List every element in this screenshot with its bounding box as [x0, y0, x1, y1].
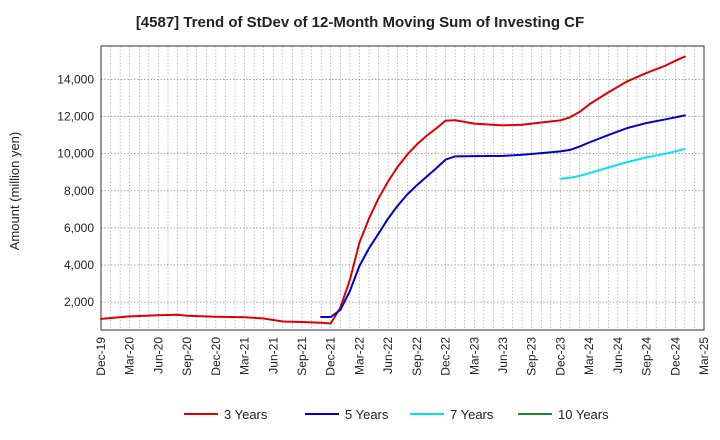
plot-frame: [100, 45, 705, 331]
x-tick-label: Dec-23: [553, 337, 567, 376]
y-axis-label: Amount (million yen): [7, 132, 22, 251]
x-tick-label: Sep-22: [410, 337, 424, 376]
y-tick-label: 2,000: [64, 295, 94, 309]
x-tick-label: Mar-21: [238, 337, 252, 375]
series-lines: [100, 55, 686, 325]
x-tick-label: Dec-20: [209, 337, 223, 376]
series-line: [100, 55, 686, 325]
x-tick-label: Sep-20: [180, 337, 194, 376]
legend-label: 7 Years: [450, 407, 494, 422]
x-tick-label: Dec-22: [439, 337, 453, 376]
y-tick-label: 14,000: [57, 72, 94, 86]
legend-label: 5 Years: [345, 407, 389, 422]
grid-lines: [101, 46, 704, 330]
y-tick-label: 12,000: [57, 110, 94, 124]
x-tick-label: Dec-21: [324, 337, 338, 376]
legend-label: 10 Years: [558, 407, 609, 422]
x-tick-label: Jun-22: [381, 337, 395, 374]
x-tick-label: Jun-21: [266, 337, 280, 374]
x-tick-label: Sep-23: [525, 337, 539, 376]
series-line: [559, 148, 686, 180]
x-tick-label: Jun-24: [611, 337, 625, 374]
x-tick-label: Mar-24: [582, 337, 596, 375]
x-tick-label: Mar-25: [697, 337, 711, 375]
y-tick-label: 4,000: [64, 258, 94, 272]
y-tick-label: 10,000: [57, 147, 94, 161]
y-tick-labels: 2,000 4,000 6,000 8,000 10,000 12,000 14,000: [57, 72, 94, 309]
x-tick-label: Mar-20: [123, 337, 137, 375]
legend-label: 3 Years: [224, 407, 268, 422]
y-tick-label: 8,000: [64, 184, 94, 198]
x-tick-label: Jun-23: [496, 337, 510, 374]
x-tick-label: Sep-24: [640, 337, 654, 376]
x-tick-label: Mar-22: [352, 337, 366, 375]
x-tick-label: Dec-19: [94, 337, 108, 376]
x-tick-label: Sep-21: [295, 337, 309, 376]
x-tick-labels: Dec-19 Mar-20 Jun-20 Sep-20 Dec-20 Mar-21 Jun-…: [94, 337, 711, 376]
x-tick-label: Mar-23: [467, 337, 481, 375]
y-tick-label: 6,000: [64, 221, 94, 235]
series-line: [320, 114, 686, 318]
chart-title: [4587] Trend of StDev of 12-Month Moving…: [135, 14, 585, 31]
x-tick-label: Dec-24: [668, 337, 682, 376]
x-tick-label: Jun-20: [151, 337, 165, 374]
legend: 3 Years 5 Years 7 Years 10 Years: [184, 407, 609, 422]
